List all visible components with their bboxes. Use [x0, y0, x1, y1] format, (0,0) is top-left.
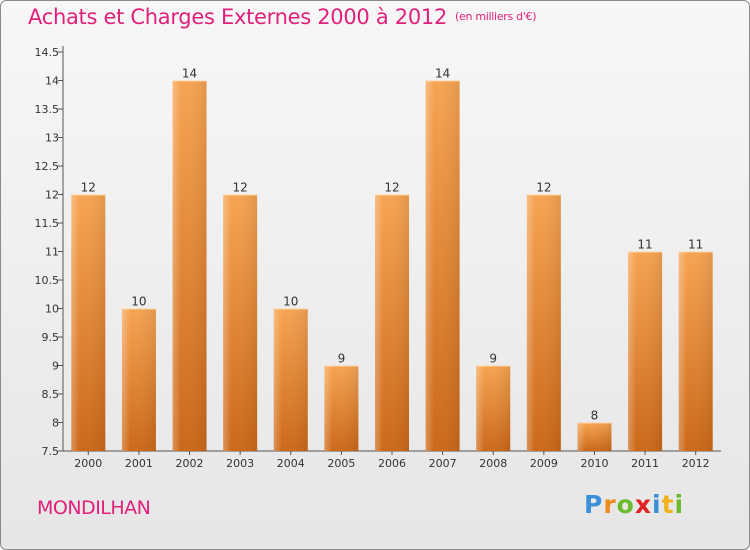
- logo-letter: t: [661, 490, 675, 519]
- y-tick-label: 12: [45, 189, 59, 202]
- bar-2000: [71, 194, 106, 451]
- bar-value-label: 14: [435, 67, 450, 81]
- y-tick-label: 7.5: [42, 445, 60, 458]
- logo-letter: P: [584, 490, 604, 519]
- x-tick-label: 2006: [378, 457, 406, 470]
- bar-2012: [678, 251, 713, 451]
- bar-2007: [425, 80, 460, 451]
- x-tick-label: 2001: [125, 457, 153, 470]
- x-tick-label: 2000: [74, 457, 102, 470]
- bar-shine: [71, 194, 106, 451]
- x-tick-label: 2012: [682, 457, 710, 470]
- proxiti-logo[interactable]: Proxiti: [584, 490, 684, 519]
- bar-shine: [425, 80, 460, 451]
- x-tick-label: 2009: [530, 457, 558, 470]
- logo-letter: o: [616, 490, 635, 519]
- bar-value-label: 12: [384, 181, 399, 195]
- y-tick-label: 9.5: [42, 331, 60, 344]
- x-tick-label: 2007: [429, 457, 457, 470]
- bar-2011: [628, 251, 663, 451]
- bar-value-label: 9: [489, 352, 497, 366]
- bar-2005: [324, 365, 359, 451]
- bar-value-label: 14: [182, 67, 197, 81]
- y-tick-label: 10: [45, 303, 59, 316]
- y-tick-label: 14: [45, 75, 59, 88]
- y-tick-label: 13.5: [35, 103, 60, 116]
- chart-title-block: Achats et Charges Externes 2000 à 2012 (e…: [28, 5, 537, 29]
- bar-value-label: 12: [536, 181, 551, 195]
- bar-shine: [324, 365, 359, 451]
- bar-2008: [476, 365, 511, 451]
- bar-value-label: 10: [283, 295, 298, 309]
- logo-letter: r: [603, 490, 617, 519]
- value-labels: 12 10 14 12 10 9 12 14 9 12 8 11 11: [81, 67, 704, 423]
- bar-value-label: 11: [637, 238, 652, 252]
- bar-2004: [273, 308, 308, 451]
- bars: [71, 80, 713, 451]
- bar-shine: [121, 308, 156, 451]
- x-axis: 2000 2001 2002 2003 2004 2005 2006 2007 2008 2009…: [63, 450, 721, 470]
- x-tick-label: 2008: [479, 457, 507, 470]
- y-tick-label: 9: [52, 360, 59, 373]
- y-tick-label: 8: [52, 417, 59, 430]
- x-tick-label: 2005: [327, 457, 355, 470]
- y-tick-label: 14.5: [35, 46, 60, 59]
- bar-2006: [375, 194, 409, 451]
- bar-2010: [577, 422, 612, 451]
- x-tick-label: 2010: [580, 457, 608, 470]
- y-tick-label: 11: [45, 246, 59, 259]
- bar-value-label: 12: [81, 181, 96, 195]
- logo-letter: i: [652, 490, 662, 519]
- bar-shine: [678, 251, 713, 451]
- bar-value-label: 8: [591, 409, 599, 423]
- bar-shine: [628, 251, 663, 451]
- x-tick-label: 2011: [631, 457, 659, 470]
- bar-shine: [476, 365, 511, 451]
- chart-subtitle: (en milliers d'€): [455, 10, 537, 23]
- bar-2001: [121, 308, 156, 451]
- bar-2003: [223, 194, 258, 451]
- bar-shine: [223, 194, 258, 451]
- y-tick-label: 13: [45, 132, 59, 145]
- bar-value-label: 11: [688, 238, 703, 252]
- x-tick-label: 2003: [226, 457, 254, 470]
- chart-title: Achats et Charges Externes 2000 à 2012: [28, 5, 448, 29]
- bar-shine: [172, 80, 207, 451]
- y-tick-label: 11.5: [35, 217, 60, 230]
- bar-value-label: 12: [233, 181, 248, 195]
- y-tick-label: 8.5: [42, 388, 60, 401]
- bar-2002: [172, 80, 207, 451]
- x-tick-label: 2004: [277, 457, 305, 470]
- bar-shine: [273, 308, 308, 451]
- x-tick-label: 2002: [176, 457, 204, 470]
- y-tick-label: 10.5: [35, 274, 60, 287]
- bar-shine: [375, 194, 409, 451]
- bar-shine: [577, 422, 612, 451]
- y-tick-label: 12.5: [35, 160, 60, 173]
- bar-value-label: 9: [338, 352, 346, 366]
- bar-shine: [526, 194, 561, 451]
- logo-letter: x: [634, 490, 652, 519]
- bar-value-label: 10: [131, 295, 146, 309]
- bar-2009: [526, 194, 561, 451]
- commune-name: MONDILHAN: [37, 497, 151, 519]
- logo-letter: i: [674, 490, 685, 519]
- y-axis: 7.5 8 8.5 9 9.5 10 10.5 11 11.5 12 12.5 13 13.5 14 14.…: [35, 46, 64, 458]
